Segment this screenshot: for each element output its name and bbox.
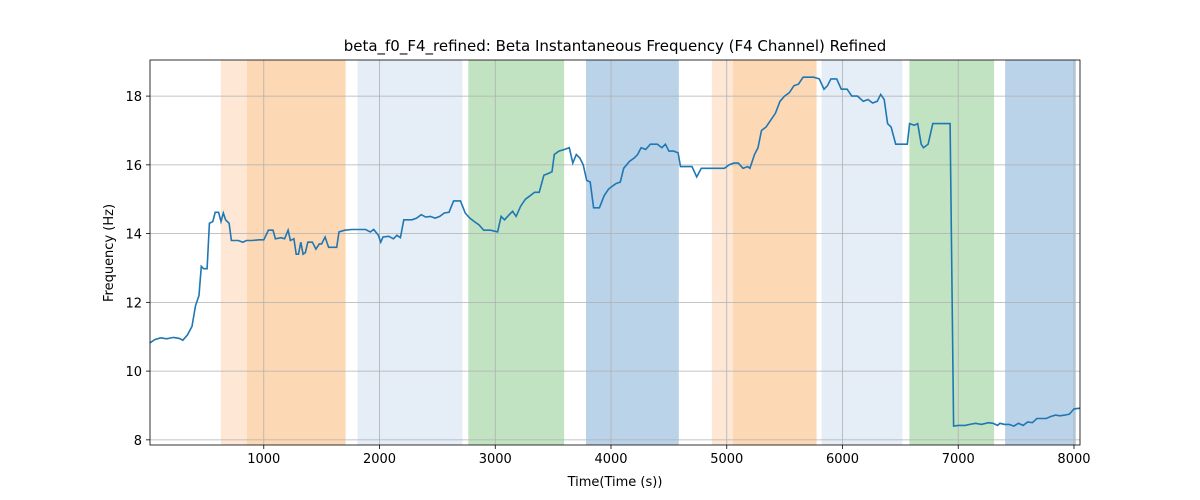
shaded-span: [357, 60, 463, 445]
x-tick-label: 8000: [1057, 452, 1090, 467]
shaded-span: [468, 60, 565, 445]
x-tick-label: 2000: [363, 452, 396, 467]
shaded-span: [732, 60, 817, 445]
y-tick-label: 18: [125, 90, 142, 105]
shaded-span: [586, 60, 679, 445]
y-tick-label: 8: [134, 434, 142, 449]
x-tick-label: 4000: [594, 452, 627, 467]
y-tick-label: 14: [125, 228, 142, 243]
data-line: [149, 76, 1081, 428]
x-tick-label: 7000: [942, 452, 975, 467]
y-tick-label: 10: [125, 365, 142, 380]
y-tick-label: 12: [125, 296, 142, 311]
x-tick-label: 1000: [247, 452, 280, 467]
shaded-span: [711, 60, 733, 445]
x-tick-label: 3000: [479, 452, 512, 467]
y-tick-label: 16: [125, 159, 142, 174]
x-tick-label: 6000: [826, 452, 859, 467]
y-axis-label: Frequency (Hz): [102, 204, 117, 302]
shaded-span: [220, 60, 247, 445]
x-axis-label: Time(Time (s)): [567, 475, 663, 490]
shaded-span: [821, 60, 903, 445]
x-tick-label: 5000: [710, 452, 743, 467]
plot-frame: [149, 59, 1081, 446]
shaded-span: [1005, 60, 1076, 445]
chart-title: beta_f0_F4_refined: Beta Instantaneous F…: [344, 37, 887, 56]
